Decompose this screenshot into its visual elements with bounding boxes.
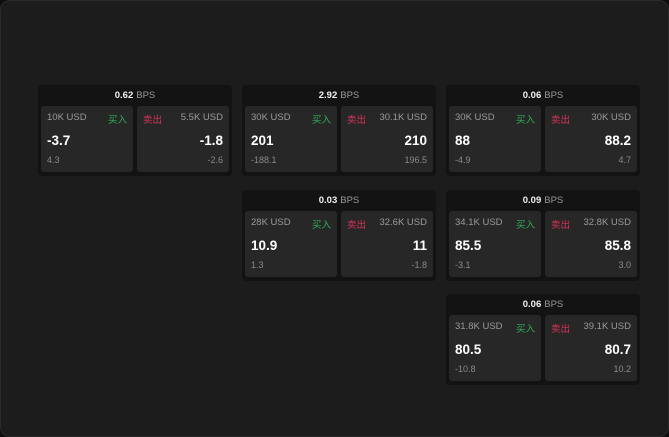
buy-button[interactable]: 28K USD 买入 10.9 1.3 (245, 211, 337, 277)
spread-unit: BPS (544, 195, 564, 206)
sell-button[interactable]: 卖出 30.1K USD 210 196.5 (341, 106, 433, 172)
spread-value: 2.92 (318, 90, 338, 101)
sell-button[interactable]: 卖出 32.8K USD 85.8 3.0 (545, 211, 637, 277)
sell-label: 卖出 (551, 324, 571, 335)
ask-size: 30.1K USD (379, 112, 427, 123)
spread-value: 0.09 (522, 195, 542, 206)
bid-size: 10K USD (47, 112, 87, 123)
spread-value: 0.06 (522, 299, 542, 310)
price-widget: 0.06 BPS 30K USD 买入 88 -4.9 卖出 30K USD 88.2… (446, 85, 640, 176)
bid-change: -3.1 (455, 260, 471, 270)
spread-header: 0.06 BPS (446, 294, 640, 315)
ask-price: 88.2 (604, 133, 631, 148)
bid-change: -4.9 (455, 155, 471, 165)
spread-header: 0.03 BPS (242, 190, 436, 211)
ask-price: -1.8 (199, 133, 223, 148)
ask-change: -1.8 (411, 260, 427, 270)
bid-price: 201 (251, 133, 274, 148)
ask-size: 5.5K USD (180, 112, 223, 123)
bid-size: 30K USD (455, 112, 495, 123)
ask-change: 10.2 (613, 364, 631, 374)
spread-header: 2.92 BPS (242, 85, 436, 106)
price-widget: 0.62 BPS 10K USD 买入 -3.7 4.3 卖出 5.5K USD -1… (38, 85, 232, 176)
bid-size: 30K USD (251, 112, 291, 123)
bid-price: 85.5 (455, 238, 482, 253)
bid-price: 80.5 (455, 342, 482, 357)
bid-change: 4.3 (47, 155, 60, 165)
bid-size: 31.8K USD (455, 321, 503, 332)
buy-button[interactable]: 30K USD 买入 201 -188.1 (245, 106, 337, 172)
sell-label: 卖出 (143, 115, 163, 126)
buy-label: 买入 (311, 220, 331, 231)
ask-size: 39.1K USD (583, 321, 631, 332)
ask-size: 32.8K USD (583, 217, 631, 228)
ask-change: 3.0 (618, 260, 631, 270)
price-widget: 0.06 BPS 31.8K USD 买入 80.5 -10.8 卖出 39.1K U… (446, 294, 640, 385)
buy-label: 买入 (107, 115, 127, 126)
buy-button[interactable]: 10K USD 买入 -3.7 4.3 (41, 106, 133, 172)
ask-change: 196.5 (404, 155, 427, 165)
bid-size: 28K USD (251, 217, 291, 228)
buy-button[interactable]: 31.8K USD 买入 80.5 -10.8 (449, 315, 541, 381)
bid-price: -3.7 (47, 133, 71, 148)
sell-button[interactable]: 卖出 5.5K USD -1.8 -2.6 (137, 106, 229, 172)
ask-price: 80.7 (604, 342, 631, 357)
sell-button[interactable]: 卖出 39.1K USD 80.7 10.2 (545, 315, 637, 381)
bid-change: -188.1 (251, 155, 277, 165)
spread-value: 0.62 (114, 90, 134, 101)
buy-label: 买入 (515, 220, 535, 231)
buy-label: 买入 (515, 115, 535, 126)
price-widget: 0.03 BPS 28K USD 买入 10.9 1.3 卖出 32.6K USD 1… (242, 190, 436, 281)
sell-label: 卖出 (551, 115, 571, 126)
sell-button[interactable]: 卖出 32.6K USD 11 -1.8 (341, 211, 433, 277)
spread-unit: BPS (340, 195, 360, 206)
spread-header: 0.62 BPS (38, 85, 232, 106)
buy-label: 买入 (515, 324, 535, 335)
spread-unit: BPS (544, 90, 564, 101)
price-widget: 2.92 BPS 30K USD 买入 201 -188.1 卖出 30.1K USD… (242, 85, 436, 176)
ask-price: 85.8 (604, 238, 631, 253)
spread-value: 0.03 (318, 195, 338, 206)
buy-button[interactable]: 30K USD 买入 88 -4.9 (449, 106, 541, 172)
spread-unit: BPS (340, 90, 360, 101)
bid-price: 10.9 (251, 238, 278, 253)
buy-button[interactable]: 34.1K USD 买入 85.5 -3.1 (449, 211, 541, 277)
spread-header: 0.09 BPS (446, 190, 640, 211)
price-widget: 0.09 BPS 34.1K USD 买入 85.5 -3.1 卖出 32.8K US… (446, 190, 640, 281)
sell-label: 卖出 (347, 115, 367, 126)
spread-value: 0.06 (522, 90, 542, 101)
buy-label: 买入 (311, 115, 331, 126)
sell-label: 卖出 (551, 220, 571, 231)
ask-size: 32.6K USD (379, 217, 427, 228)
bid-change: -10.8 (455, 364, 476, 374)
spread-unit: BPS (544, 299, 564, 310)
bid-size: 34.1K USD (455, 217, 503, 228)
ask-price: 210 (404, 133, 427, 148)
bid-price: 88 (455, 133, 471, 148)
sell-button[interactable]: 卖出 30K USD 88.2 4.7 (545, 106, 637, 172)
ask-size: 30K USD (591, 112, 631, 123)
spread-header: 0.06 BPS (446, 85, 640, 106)
spread-unit: BPS (136, 90, 156, 101)
ask-change: 4.7 (618, 155, 631, 165)
ask-change: -2.6 (207, 155, 223, 165)
sell-label: 卖出 (347, 220, 367, 231)
bid-change: 1.3 (251, 260, 264, 270)
ask-price: 11 (412, 238, 427, 253)
